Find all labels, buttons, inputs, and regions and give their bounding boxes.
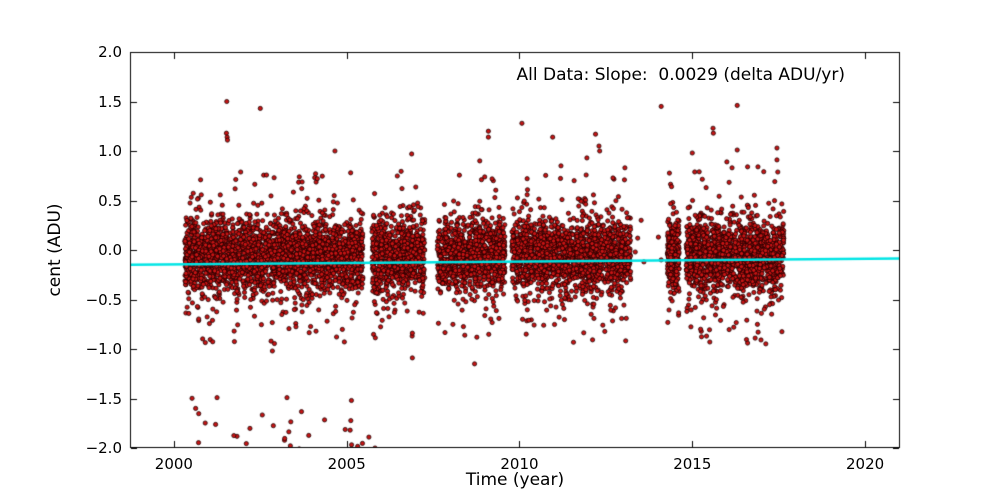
x-tick-label: 2015: [673, 455, 712, 473]
y-tick-label: 0.5: [98, 191, 122, 210]
y-tick-label: −1.5: [85, 389, 122, 408]
y-tick-label: 0.0: [98, 241, 122, 259]
slope-annotation: All Data: Slope: 0.0029 (delta ADU/yr): [516, 65, 845, 85]
y-tick-label: 1.5: [98, 92, 122, 111]
x-tick-label: 2020: [846, 455, 885, 473]
y-tick-label: −0.5: [85, 290, 122, 309]
x-axis-label: Time (year): [465, 470, 565, 490]
y-tick-label: −2.0: [85, 439, 122, 457]
y-tick-label: 2.0: [98, 43, 122, 61]
x-tick-label: 2010: [500, 455, 539, 473]
x-tick-label: 2000: [154, 455, 193, 473]
y-tick-label: 1.0: [98, 142, 122, 160]
x-tick-label: 2005: [327, 455, 366, 473]
y-tick-label: −1.0: [85, 340, 122, 358]
